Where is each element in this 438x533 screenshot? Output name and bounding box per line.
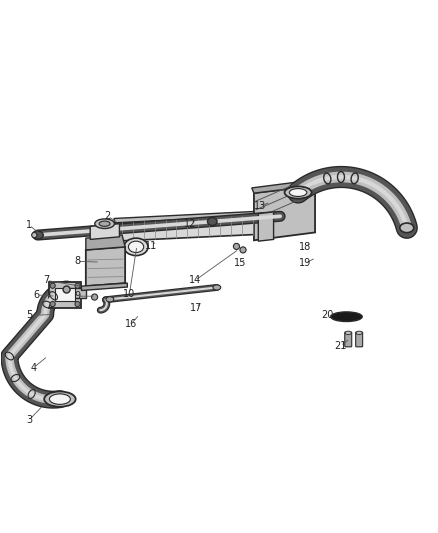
Text: 4: 4 [30,363,36,373]
Text: 15: 15 [234,258,246,268]
Ellipse shape [44,391,76,407]
Ellipse shape [290,189,307,197]
Ellipse shape [32,231,43,239]
Ellipse shape [208,217,217,225]
FancyBboxPatch shape [55,288,75,302]
Text: 16: 16 [125,319,137,329]
Text: 5: 5 [26,310,32,320]
Text: 6: 6 [33,290,39,300]
Ellipse shape [124,238,148,256]
Circle shape [50,283,55,288]
Circle shape [50,302,55,306]
Text: 18: 18 [299,242,311,252]
FancyBboxPatch shape [356,332,363,347]
Text: 2: 2 [105,211,111,221]
Text: 17: 17 [190,303,202,313]
Text: 21: 21 [334,341,346,351]
Text: 10: 10 [124,288,136,298]
Circle shape [75,302,80,306]
Polygon shape [81,283,127,290]
FancyBboxPatch shape [49,282,81,308]
Polygon shape [90,224,120,239]
Polygon shape [86,247,125,286]
Text: 14: 14 [189,276,201,286]
Polygon shape [114,215,272,241]
Ellipse shape [63,286,70,293]
Text: 11: 11 [145,240,157,251]
Ellipse shape [128,241,144,253]
Text: 3: 3 [26,415,32,425]
Ellipse shape [285,187,312,199]
Text: 12: 12 [184,219,197,229]
Ellipse shape [95,219,114,229]
Polygon shape [252,180,315,193]
Ellipse shape [356,331,362,335]
Polygon shape [258,212,274,241]
Polygon shape [114,211,272,223]
Ellipse shape [106,297,114,302]
Ellipse shape [400,223,414,232]
Text: 19: 19 [299,258,311,268]
Ellipse shape [331,312,362,321]
Text: 20: 20 [321,310,333,320]
Ellipse shape [49,394,71,405]
Circle shape [240,247,246,253]
Text: 1: 1 [26,220,32,230]
Circle shape [92,294,98,300]
Text: 13: 13 [254,201,267,211]
FancyBboxPatch shape [65,288,86,298]
Ellipse shape [99,221,110,227]
Circle shape [233,244,240,249]
Circle shape [75,283,80,288]
FancyBboxPatch shape [345,332,352,347]
Text: 9: 9 [74,291,80,301]
Ellipse shape [213,285,221,290]
Ellipse shape [345,331,351,335]
Text: 7: 7 [43,276,49,286]
Polygon shape [254,185,315,240]
Ellipse shape [32,232,37,238]
Text: 8: 8 [74,256,80,266]
Polygon shape [86,235,125,250]
